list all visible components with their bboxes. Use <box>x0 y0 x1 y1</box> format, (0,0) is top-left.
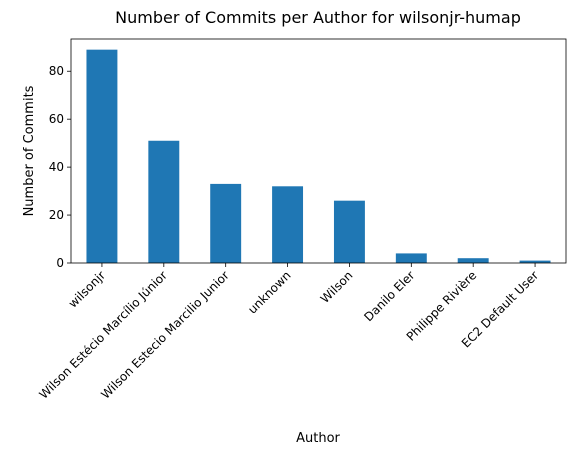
bar-wilson-estecio-marcilio-junior <box>210 183 242 263</box>
y-axis-label: Number of Commits <box>22 85 37 216</box>
x-tick-label: Wilson Estécio Marcílio Júnior <box>36 268 170 402</box>
x-tick-label: wilsonjr <box>66 268 108 310</box>
x-tick-label: Danilo Eler <box>361 268 417 324</box>
y-tick-label: 80 <box>49 64 64 78</box>
y-tick-label: 40 <box>49 160 64 174</box>
x-tick-label: unknown <box>245 268 293 316</box>
x-tick-label: Wilson Estecio Marcilio Junior <box>98 268 232 402</box>
x-axis-label: Author <box>296 431 340 446</box>
bar-wilson <box>333 200 365 263</box>
bar-philippe-riviere <box>457 258 489 263</box>
plot-frame <box>70 38 567 264</box>
bar-wilson-estecio-marcilio-junior <box>148 140 180 263</box>
bars-group <box>86 49 551 263</box>
bar-ec2-default-user <box>519 260 551 263</box>
chart-title: Number of Commits per Author for wilsonj… <box>115 8 521 27</box>
x-tick-label: Wilson <box>318 268 356 306</box>
bar-unknown <box>272 186 304 263</box>
y-axis-ticks: 0 20 40 60 80 <box>49 64 71 270</box>
y-tick-label: 20 <box>49 208 64 222</box>
bar-wilsonjr <box>86 49 118 263</box>
y-tick-label: 0 <box>56 256 64 270</box>
bar-danilo-eler <box>395 253 427 263</box>
y-tick-label: 60 <box>49 112 64 126</box>
